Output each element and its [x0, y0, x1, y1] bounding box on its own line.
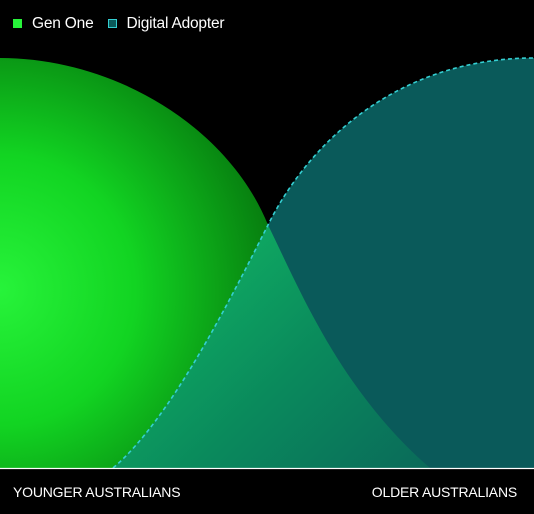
legend-label-digital-adopter: Digital Adopter [126, 15, 225, 32]
legend-item-gen-one: Gen One [13, 16, 94, 32]
legend-item-digital-adopter: Digital Adopter [107, 15, 225, 32]
legend-label-gen-one: Gen One [32, 15, 94, 32]
x-axis-label-younger: YOUNGER AUSTRALIANS [13, 484, 181, 500]
x-axis-label-older: OLDER AUSTRALIANS [371, 484, 517, 500]
digital-adopter-outline [112, 57, 534, 468]
chart-legend: Gen One Digital Adopter [13, 15, 225, 32]
digital-adopter-swatch-icon [107, 19, 117, 29]
gen-one-swatch-icon [13, 19, 22, 29]
